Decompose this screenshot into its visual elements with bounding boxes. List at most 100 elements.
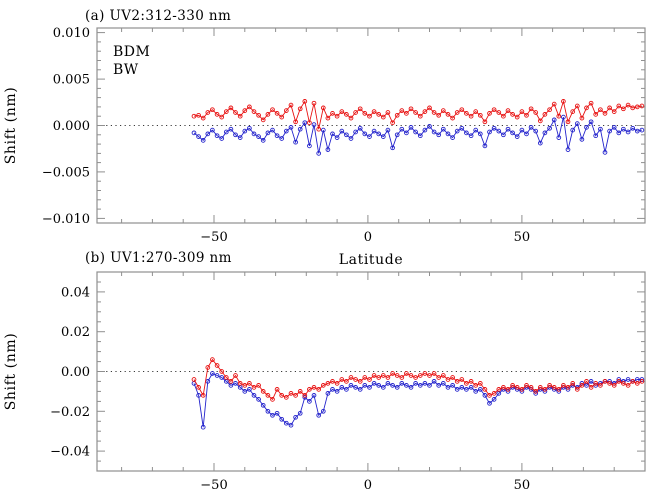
x-tick-label: 0 <box>364 230 372 245</box>
data-point-marker <box>219 114 225 120</box>
data-point-marker <box>344 379 349 384</box>
data-point-marker <box>417 133 423 139</box>
data-point-marker <box>394 132 400 138</box>
data-point-marker <box>487 400 492 406</box>
data-point-marker <box>283 395 289 400</box>
data-point-marker <box>514 114 520 120</box>
series-BDM <box>191 114 645 156</box>
data-point-marker <box>588 385 594 390</box>
data-point-marker <box>210 107 215 113</box>
data-point-marker <box>385 375 391 380</box>
data-point-marker <box>348 375 354 380</box>
data-point-marker <box>320 105 326 111</box>
data-point-marker <box>491 397 497 402</box>
data-point-marker <box>621 126 626 132</box>
data-point-marker <box>473 127 479 133</box>
data-point-marker <box>330 111 335 116</box>
data-point-marker <box>260 389 266 394</box>
data-point-marker <box>330 379 335 384</box>
data-point-marker <box>242 108 248 113</box>
data-point-marker <box>367 385 372 390</box>
data-point-marker <box>482 119 488 125</box>
data-point-marker <box>436 383 442 388</box>
data-point-marker <box>311 122 317 127</box>
data-point-marker <box>639 103 645 109</box>
data-point-marker <box>454 128 460 134</box>
y-tick-label: 0.00 <box>61 365 90 380</box>
data-point-marker <box>450 383 455 388</box>
data-point-marker <box>616 130 622 136</box>
data-point-marker <box>279 393 285 398</box>
data-point-marker <box>607 381 612 386</box>
data-point-marker <box>376 383 382 388</box>
data-point-marker <box>394 385 400 390</box>
data-point-marker <box>344 112 349 117</box>
data-point-marker <box>519 387 525 392</box>
data-point-marker <box>468 385 474 390</box>
data-point-marker <box>510 130 515 136</box>
data-point-marker <box>297 106 303 112</box>
y-tick-label: −0.010 <box>42 212 90 227</box>
data-point-marker <box>579 137 585 142</box>
data-point-marker <box>431 110 437 115</box>
data-point-marker <box>501 113 506 119</box>
data-point-marker <box>242 389 248 394</box>
data-point-marker <box>307 387 312 392</box>
data-point-marker <box>598 383 603 388</box>
data-point-marker <box>205 131 211 137</box>
data-point-marker <box>325 381 331 386</box>
data-point-marker <box>256 134 261 139</box>
data-point-marker <box>288 391 294 396</box>
data-point-marker <box>344 132 349 138</box>
data-point-marker <box>348 383 354 388</box>
data-point-marker <box>482 387 488 392</box>
data-point-marker <box>639 379 645 384</box>
data-point-marker <box>537 118 543 124</box>
data-point-marker <box>242 383 248 388</box>
data-point-marker <box>210 371 215 376</box>
x-tick-label: −50 <box>200 478 227 493</box>
data-point-marker <box>565 119 571 125</box>
data-point-marker <box>357 387 363 392</box>
data-point-marker <box>501 132 506 138</box>
data-point-marker <box>339 128 345 134</box>
data-point-marker <box>362 131 368 137</box>
data-point-marker <box>348 115 354 121</box>
series-line <box>193 358 643 401</box>
data-point-marker <box>556 113 562 119</box>
data-point-marker <box>367 134 372 139</box>
data-point-marker <box>542 387 548 392</box>
data-point-marker <box>210 357 215 362</box>
y-tick-label: 0.04 <box>61 285 90 300</box>
data-point-marker <box>514 134 520 139</box>
data-point-marker <box>348 136 354 141</box>
series-BW <box>191 357 645 402</box>
y-tick-label: −0.005 <box>42 165 90 180</box>
data-point-marker <box>399 108 405 113</box>
data-point-marker <box>205 365 211 370</box>
data-point-marker <box>237 381 243 386</box>
data-point-marker <box>320 383 326 388</box>
y-tick-label: −0.02 <box>50 405 90 420</box>
data-point-marker <box>339 385 345 390</box>
data-point-marker <box>311 100 317 106</box>
panel-b-plot: −50 0 50 0.04 0.02 0.00 −0.02 −0.04 <box>50 271 646 493</box>
data-point-marker <box>611 383 617 388</box>
data-point-marker <box>565 385 571 390</box>
data-point-marker <box>445 377 451 382</box>
data-point-marker <box>362 111 368 116</box>
data-point-marker <box>616 379 622 384</box>
data-point-marker <box>422 371 428 376</box>
data-point-marker <box>200 138 206 143</box>
data-point-marker <box>588 119 594 125</box>
data-point-marker <box>265 393 271 398</box>
data-point-marker <box>390 145 395 151</box>
data-point-marker <box>408 373 414 378</box>
data-point-marker <box>247 381 252 386</box>
data-point-marker <box>440 373 446 378</box>
data-point-marker <box>547 125 552 131</box>
data-point-marker <box>464 130 469 136</box>
data-point-marker <box>579 383 585 388</box>
data-point-marker <box>496 128 502 134</box>
data-point-marker <box>464 387 469 392</box>
